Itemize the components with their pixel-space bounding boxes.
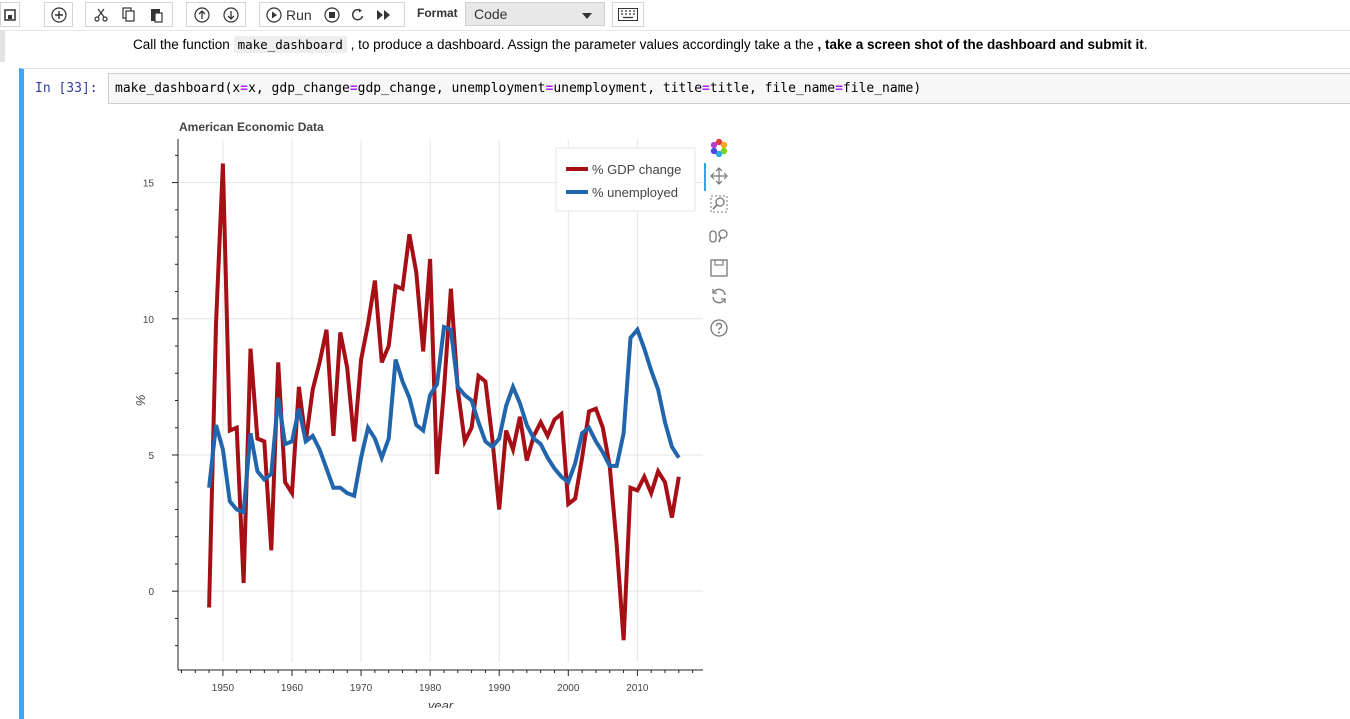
cell-type-value: Code — [474, 6, 508, 22]
stop-icon — [324, 6, 340, 23]
code-operator: = — [702, 81, 710, 96]
y-tick-label: 15 — [143, 179, 155, 190]
code-token: title, file_name — [709, 81, 836, 96]
x-tick-label: 2000 — [557, 683, 580, 694]
markdown-instruction: Call the function make_dashboard , to pr… — [133, 36, 1148, 53]
series-line-gdp-change — [207, 163, 681, 641]
paste-icon — [151, 8, 163, 23]
bokeh-plot[interactable]: American Economic Data 0 5 10 15 1950 1960 197… — [108, 108, 708, 708]
save-button[interactable] — [0, 2, 20, 27]
cell-type-select[interactable]: Code — [465, 2, 605, 26]
format-label: Format — [417, 6, 458, 20]
axes: 0 5 10 15 1950 1960 1970 1980 1990 2000 2010 — [143, 139, 703, 694]
code-token: make_dashboard(x — [115, 81, 241, 96]
y-tick-label: 5 — [148, 451, 154, 462]
help-icon — [710, 319, 728, 337]
fast-forward-icon — [376, 9, 390, 20]
code-operator: = — [545, 81, 554, 96]
chevron-down-icon — [582, 13, 592, 19]
wheel-zoom-tool[interactable] — [709, 226, 729, 246]
pan-icon — [710, 167, 728, 185]
code-token: x, gdp_change — [248, 81, 350, 96]
add-cell-button[interactable] — [44, 2, 73, 27]
add-cell-icon — [50, 6, 67, 23]
legend: % GDP change % unemployed — [555, 147, 696, 212]
code-operator: = — [835, 81, 843, 96]
restart-icon — [351, 8, 363, 20]
code-operator: = — [240, 81, 249, 96]
selected-code-cell[interactable] — [19, 68, 1350, 719]
x-tick-label: 2010 — [626, 683, 649, 694]
command-palette-button[interactable] — [612, 2, 644, 27]
pan-tool[interactable] — [709, 166, 729, 186]
cell-prompt: In [33]: — [35, 81, 98, 96]
move-up-button[interactable] — [187, 6, 216, 23]
x-tick-label: 1970 — [350, 683, 373, 694]
code-token: unemployment, title — [553, 81, 703, 96]
move-group — [186, 2, 246, 27]
move-up-icon — [193, 6, 210, 23]
cell-gutter — [0, 30, 5, 62]
cut-button[interactable] — [87, 7, 115, 23]
x-tick-label: 1950 — [212, 683, 235, 694]
series-line-unemployment — [207, 324, 681, 516]
plot-title: American Economic Data — [179, 120, 324, 134]
help-tool[interactable] — [709, 318, 729, 338]
code-token: file_name) — [842, 81, 922, 96]
paste-button[interactable] — [143, 7, 171, 23]
box-zoom-tool[interactable] — [709, 194, 729, 214]
markdown-bold-text: , take a screen shot of the dashboard an… — [813, 37, 1144, 52]
legend-label: % GDP change — [592, 162, 681, 177]
restart-run-all-button[interactable] — [376, 7, 392, 23]
move-down-icon — [222, 6, 239, 23]
interrupt-button[interactable] — [324, 6, 340, 23]
save-icon — [4, 8, 16, 21]
x-tick-label: 1960 — [281, 683, 304, 694]
legend-label: % unemployed — [592, 185, 678, 200]
x-tick-label: 1980 — [419, 683, 442, 694]
active-tool-indicator — [704, 163, 706, 191]
bokeh-logo-icon — [710, 138, 728, 158]
copy-button[interactable] — [115, 6, 143, 23]
reset-icon — [712, 288, 726, 304]
code-text: make_dashboard(x=x, gdp_change=gdp_chang… — [115, 81, 921, 96]
copy-icon — [122, 6, 135, 22]
inline-code: make_dashboard — [233, 36, 347, 53]
cut-icon — [94, 8, 108, 22]
bokeh-logo[interactable] — [709, 138, 729, 158]
save-plot-tool[interactable] — [709, 258, 729, 278]
restart-button[interactable] — [350, 7, 366, 23]
x-axis-label: year — [427, 698, 454, 708]
reset-tool[interactable] — [709, 286, 729, 306]
code-operator: = — [349, 81, 358, 96]
markdown-text: , to produce a dashboard. Assign the par… — [346, 37, 814, 52]
cut-copy-paste-group — [85, 2, 173, 27]
legend-box — [555, 147, 696, 212]
y-axis-label: % — [133, 395, 148, 407]
markdown-text: . — [1143, 37, 1148, 52]
run-icon — [266, 6, 282, 23]
markdown-text: Call the function — [133, 37, 234, 52]
run-button[interactable]: Run — [266, 7, 312, 23]
save-plot-icon — [710, 259, 728, 277]
keyboard-icon — [618, 8, 638, 21]
series-lines — [207, 163, 681, 641]
x-tick-label: 1990 — [488, 683, 511, 694]
wheel-zoom-icon — [709, 229, 728, 243]
run-label: Run — [286, 6, 312, 23]
run-group: Run — [259, 2, 405, 27]
y-tick-label: 0 — [148, 587, 154, 598]
code-token: gdp_change, unemployment — [357, 81, 546, 96]
y-tick-label: 10 — [143, 315, 155, 326]
box-zoom-icon — [710, 195, 728, 213]
notebook-toolbar: Run Format Code — [0, 0, 1350, 31]
code-input[interactable]: make_dashboard(x=x, gdp_change=gdp_chang… — [108, 73, 1350, 104]
move-down-button[interactable] — [216, 6, 245, 23]
